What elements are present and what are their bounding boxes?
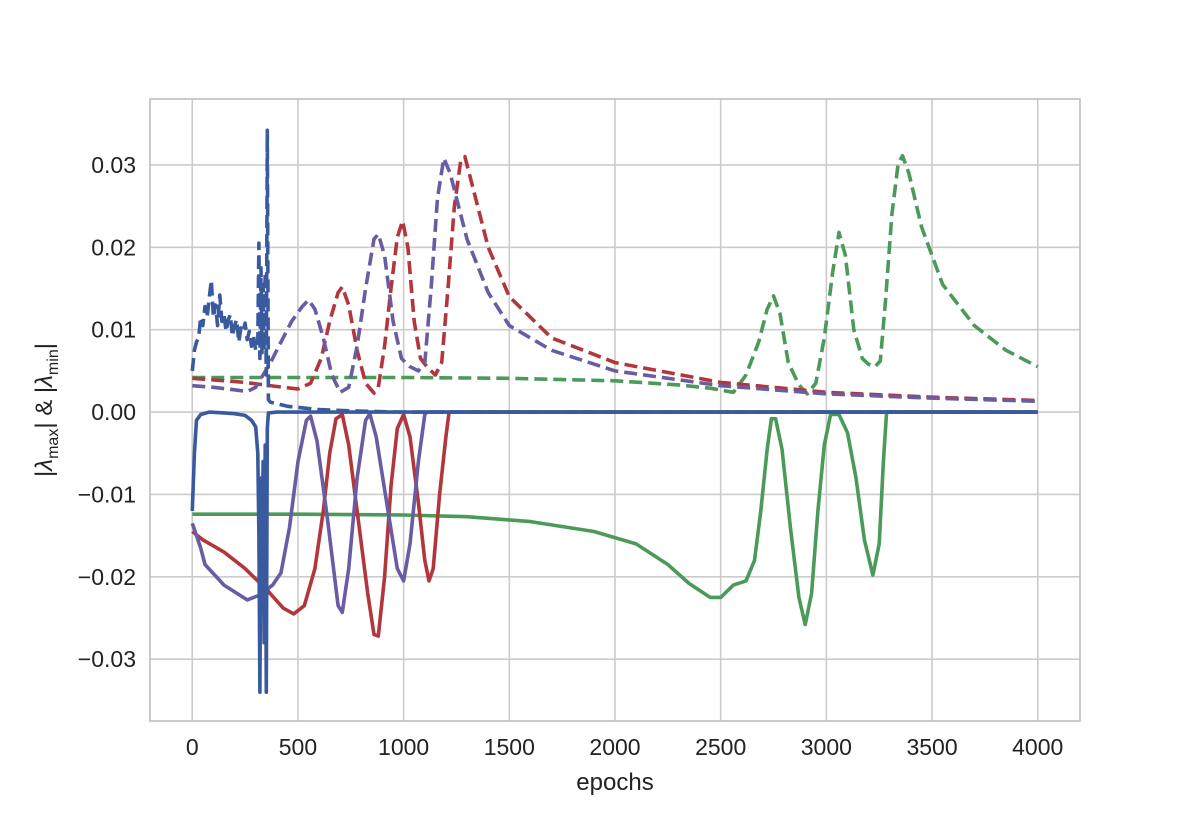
y-tick-label: −0.02 <box>78 564 136 590</box>
x-tick-label: 2000 <box>589 734 640 760</box>
x-tick-label: 1500 <box>484 734 535 760</box>
series-line-1 <box>192 154 1039 396</box>
x-tick-label: 1000 <box>378 734 429 760</box>
y-axis-label-bar-2: | <box>31 422 58 428</box>
y-axis-label-lambda: λ <box>31 459 58 473</box>
x-axis-label: epochs <box>576 769 653 796</box>
y-tick-label: 0.00 <box>91 399 136 425</box>
y-axis-label-lambda-2: λ <box>31 375 58 389</box>
y-axis-label-bar-4: | <box>31 343 58 349</box>
y-tick-label: 0.01 <box>91 317 136 343</box>
x-tick-label: 500 <box>279 734 317 760</box>
y-axis-label-bar: | <box>31 471 58 477</box>
series-line-5 <box>192 156 1038 404</box>
y-axis-label-bar-3: | <box>31 387 58 393</box>
series-line-8 <box>190 410 1038 694</box>
y-tick-label: −0.01 <box>78 481 136 507</box>
x-tick-label: 4000 <box>1012 734 1063 760</box>
plot-area <box>190 128 1039 694</box>
series-line-4 <box>191 410 1038 638</box>
tick-labels: 0 500 1000 1500 2000 2500 3000 3500 4000 −0.03 −0.… <box>78 152 1064 760</box>
y-tick-label: −0.03 <box>78 646 136 672</box>
x-tick-label: 3000 <box>801 734 852 760</box>
y-axis-label-amp: & <box>31 393 58 422</box>
series-line-2 <box>192 410 1038 627</box>
x-tick-label: 0 <box>186 734 199 760</box>
y-axis-label-sub-min: min <box>45 349 62 375</box>
x-tick-label: 2500 <box>695 734 746 760</box>
x-tick-label: 3500 <box>906 734 957 760</box>
grid <box>150 99 1080 721</box>
y-axis-label: |λmax| & |λmin| <box>31 343 62 477</box>
plot-frame <box>149 98 1081 722</box>
y-tick-label: 0.03 <box>91 152 136 178</box>
y-axis-label-sub-max: max <box>45 429 62 459</box>
y-tick-label: 0.02 <box>91 234 136 260</box>
series-line-3 <box>192 154 1038 403</box>
series-line-7 <box>190 128 1038 414</box>
